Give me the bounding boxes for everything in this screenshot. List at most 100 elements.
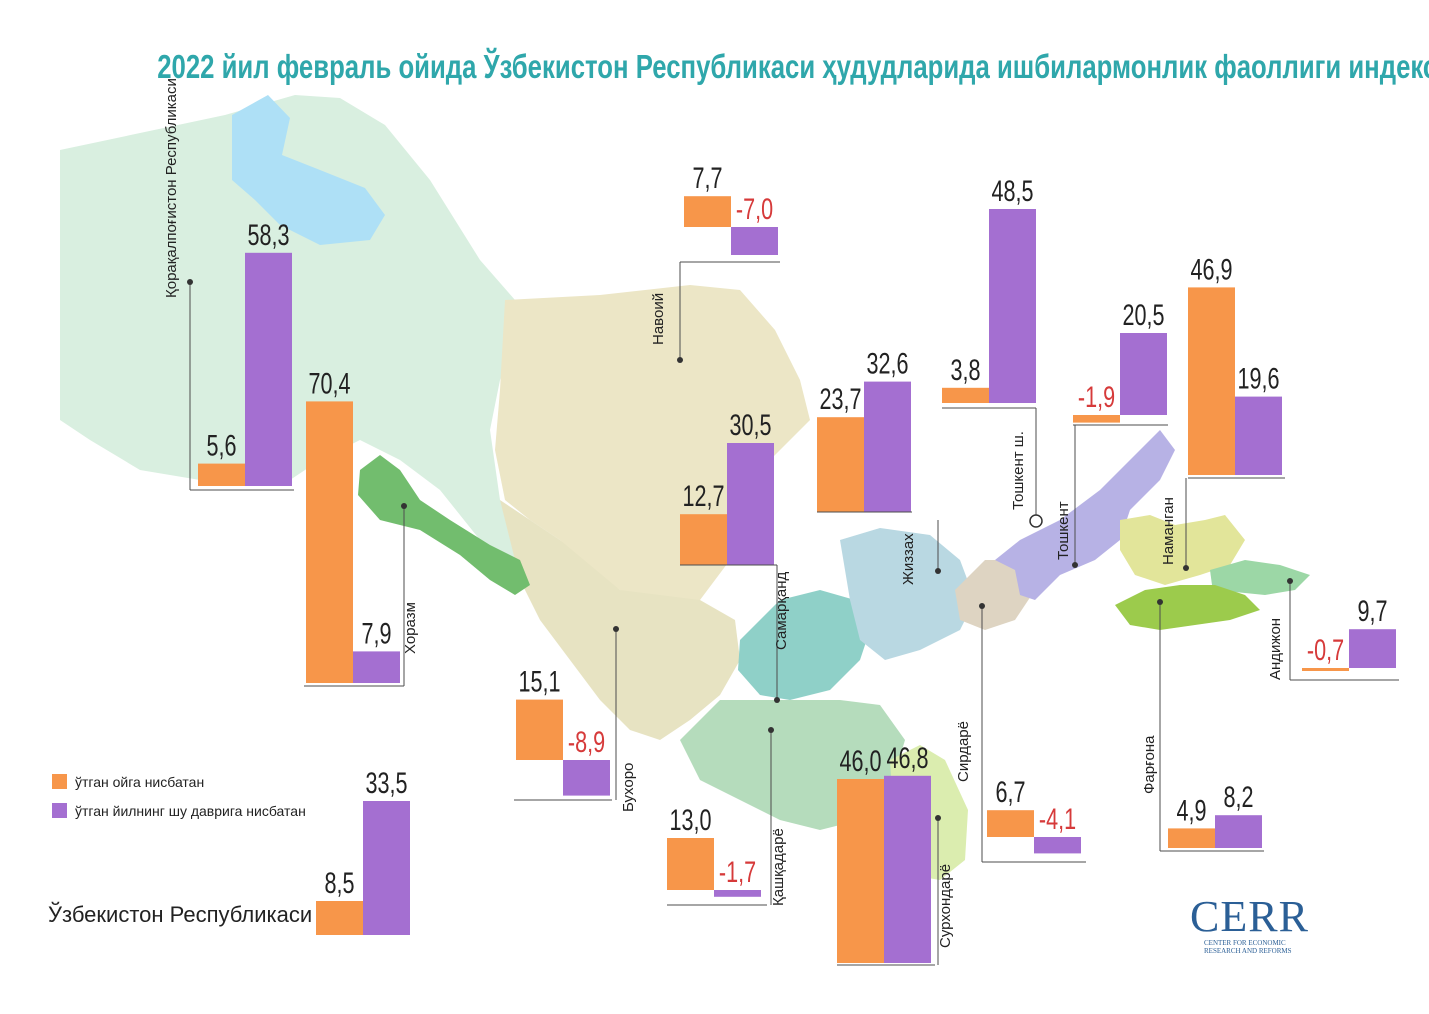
- legend-label-mom: ўтган ойга нисбатан: [75, 773, 205, 790]
- value-label-yoy: 33,5: [365, 765, 407, 799]
- map-aral-sea: [232, 95, 385, 245]
- region-dot: [768, 727, 774, 733]
- region-dot: [774, 697, 780, 703]
- bar-yoy: [731, 227, 778, 255]
- region-label: Бухоро: [620, 763, 637, 812]
- legend: ўтган ойга нисбатан ўтган йилнинг шу дав…: [52, 770, 306, 828]
- value-label-yoy: -8,9: [568, 724, 605, 758]
- logo-subtitle: Center for economic research and reforms: [1204, 939, 1360, 955]
- region-label: Тошкент ш.: [1010, 431, 1027, 510]
- logo-subtitle-line-1: Center for economic: [1204, 939, 1286, 947]
- legend-label-yoy: ўтган йилнинг шу даврига нисбатан: [75, 802, 306, 819]
- value-label-yoy: 46,8: [886, 740, 928, 774]
- bar-yoy: [1235, 396, 1282, 475]
- region-bar-group: 3,8 48,5 Тошкент ш.: [942, 173, 1036, 510]
- bar-mom: [837, 779, 884, 963]
- region-label: Самарқанд: [773, 571, 790, 650]
- region-label: Андижон: [1267, 618, 1284, 680]
- bar-yoy: [884, 775, 931, 963]
- region-dots: [187, 279, 1293, 821]
- map-region-bukhara: [500, 500, 740, 740]
- value-label-yoy: -7,0: [736, 191, 773, 225]
- bar-mom: [1302, 668, 1349, 671]
- bar-mom: [1073, 415, 1120, 423]
- bar-yoy: [353, 651, 400, 683]
- value-label-mom: -1,9: [1078, 379, 1115, 413]
- region-label: Қашқадарё: [770, 828, 787, 906]
- bar-yoy: [714, 890, 761, 897]
- map-region-fergana: [1115, 585, 1260, 630]
- region-bar-group: 46,9 19,6 Наманган: [1160, 252, 1285, 565]
- bar-yoy: [1120, 333, 1167, 415]
- bar-mom: [987, 810, 1034, 837]
- legend-swatch-mom: [52, 774, 67, 789]
- region-bar-group: -0,7 9,7 Андижон: [1267, 594, 1399, 681]
- region-dot: [613, 626, 619, 632]
- map-region-karakalpakstan: [60, 95, 530, 580]
- map-background: [60, 95, 1310, 880]
- national-label: Ўзбекистон Республикаси: [48, 902, 313, 927]
- region-dot: [1072, 562, 1078, 568]
- value-label-yoy: -1,7: [719, 854, 756, 888]
- bar-mom: [817, 417, 864, 512]
- map-region-jizzakh: [840, 528, 975, 660]
- region-label: Тошкент: [1055, 501, 1072, 560]
- region-bar-group: 12,7 30,5 Самарқанд: [680, 407, 790, 650]
- value-label-mom: 4,9: [1176, 793, 1206, 827]
- bar-yoy: [363, 801, 410, 935]
- map-region-khorezm: [358, 455, 530, 595]
- value-label-yoy: 48,5: [991, 173, 1033, 207]
- region-dot: [935, 815, 941, 821]
- value-label-yoy: -4,1: [1039, 801, 1076, 835]
- bar-yoy: [864, 381, 911, 512]
- map-region-andijan: [1210, 560, 1310, 595]
- value-label-mom: 7,7: [692, 161, 722, 195]
- region-bar-group: 13,0-1,7 Қашқадарё: [667, 802, 787, 906]
- bar-mom: [316, 901, 363, 935]
- value-label-mom: 70,4: [308, 366, 350, 400]
- bar-yoy: [727, 443, 774, 565]
- value-label-mom: -0,7: [1307, 632, 1344, 666]
- region-dot: [1157, 599, 1163, 605]
- map-region-samarkand: [738, 590, 870, 700]
- value-label-mom: 6,7: [995, 775, 1025, 809]
- region-dot: [1183, 565, 1189, 571]
- region-dot: [677, 357, 683, 363]
- legend-item-yoy: ўтган йилнинг шу даврига нисбатан: [52, 799, 306, 822]
- map-region-namangan: [1120, 515, 1245, 585]
- region-label: Хоразм: [402, 602, 419, 654]
- region-label: Наманган: [1160, 497, 1177, 565]
- region-bar-group: 7,7 -7,0 Навоий: [650, 161, 780, 345]
- map-region-tashkent: [995, 430, 1175, 600]
- bar-mom: [516, 699, 563, 760]
- region-bar-group: 6,7 -4,1 Сирдарё: [955, 721, 1086, 863]
- page-title: 2022 йил февраль ойида Ўзбекистон Респуб…: [157, 48, 1429, 85]
- legend-item-mom: ўтган ойга нисбатан: [52, 770, 306, 793]
- value-label-yoy: 7,9: [361, 616, 391, 650]
- legend-swatch-yoy: [52, 803, 67, 818]
- value-label-yoy: 19,6: [1237, 361, 1279, 395]
- value-label-yoy: 32,6: [866, 346, 908, 380]
- region-label: Сирдарё: [955, 721, 972, 782]
- bar-yoy: [563, 760, 610, 796]
- bar-mom: [942, 387, 989, 403]
- value-label-mom: 23,7: [819, 382, 861, 416]
- region-label: Қорақалпоғистон Республикаси: [163, 78, 180, 298]
- region-label: Навоий: [650, 293, 667, 345]
- value-label-mom: 46,0: [839, 743, 881, 777]
- region-bar-group: 23,732,6 Жиззах: [817, 346, 917, 585]
- region-bar-group: 5,6 58,3 Қорақалпоғистон Республикаси: [163, 78, 294, 491]
- capital-marker: [1029, 514, 1043, 528]
- bar-mom: [306, 401, 353, 683]
- region-dot: [187, 279, 193, 285]
- value-label-yoy: 8,2: [1223, 780, 1253, 814]
- region-bar-group: 15,1-8,9 Бухоро: [514, 664, 637, 812]
- region-dot: [401, 503, 407, 509]
- region-label: Сурхондарё: [937, 864, 954, 948]
- value-label-yoy: 20,5: [1122, 297, 1164, 331]
- region-bar-group: 46,0 46,8 Сурхондарё: [837, 740, 954, 966]
- logo-text: CERR: [1190, 892, 1309, 941]
- region-dot: [935, 568, 941, 574]
